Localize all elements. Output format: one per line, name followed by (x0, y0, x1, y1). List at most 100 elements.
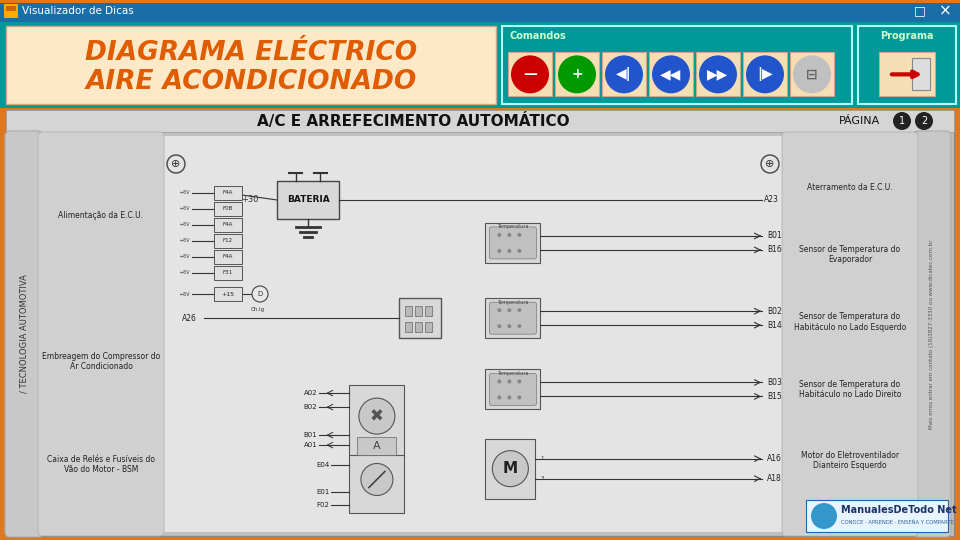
Bar (6, 26, 496, 104)
Bar (214, 218, 242, 232)
Circle shape (746, 56, 784, 93)
Text: D: D (257, 291, 263, 297)
Text: Aterramento da E.C.U.: Aterramento da E.C.U. (807, 183, 893, 192)
Text: Temperatura: Temperatura (497, 300, 529, 305)
Bar (164, 136, 782, 532)
Text: A: A (373, 441, 381, 451)
Circle shape (507, 233, 512, 237)
Text: / TECNOLOGIA AUTOMOTIVA: / TECNOLOGIA AUTOMOTIVA (19, 274, 29, 394)
Text: B15: B15 (767, 392, 781, 401)
Circle shape (793, 56, 831, 93)
Bar (486, 369, 540, 409)
Text: Sensor de Temperatura do
Habitáculo no Lado Direito: Sensor de Temperatura do Habitáculo no L… (799, 380, 901, 399)
Circle shape (558, 56, 596, 93)
Text: F12: F12 (223, 239, 233, 244)
Text: ManualesDeTodo Net: ManualesDeTodo Net (841, 505, 956, 515)
Text: ◀|: ◀| (616, 68, 632, 82)
Text: E01: E01 (316, 489, 329, 496)
Text: ←5V: ←5V (180, 191, 190, 195)
Bar (349, 455, 404, 514)
Text: AIRE ACONDICIONADO: AIRE ACONDICIONADO (85, 69, 417, 95)
Circle shape (517, 249, 521, 253)
Text: Visualizador de Dicas: Visualizador de Dicas (22, 6, 133, 16)
Bar (4, 4, 18, 18)
Circle shape (517, 324, 521, 328)
Text: F02: F02 (317, 503, 329, 509)
Bar (405, 322, 412, 332)
Text: A23: A23 (764, 195, 779, 205)
FancyBboxPatch shape (913, 131, 951, 537)
Bar (486, 438, 536, 498)
Circle shape (497, 324, 501, 328)
Bar (806, 500, 948, 532)
Circle shape (517, 233, 521, 237)
Text: ▶▶: ▶▶ (708, 68, 729, 82)
Text: —: — (523, 68, 537, 82)
Text: B14: B14 (767, 321, 781, 329)
Text: ←5V: ←5V (180, 222, 190, 227)
Bar (415, 322, 421, 332)
Bar (0, 22, 960, 108)
Text: ←5V: ←5V (180, 292, 190, 296)
Bar (6, 110, 954, 536)
Circle shape (507, 380, 512, 383)
Bar (214, 202, 242, 216)
Text: Mais erros entrar em contato (19)3827-3330 ou www.dicatec.com.br: Mais erros entrar em contato (19)3827-33… (929, 239, 934, 429)
FancyBboxPatch shape (5, 131, 43, 537)
Bar (912, 58, 930, 90)
Circle shape (497, 395, 501, 400)
Text: Caixa de Relés e Fusíveis do
Vão do Motor - BSM: Caixa de Relés e Fusíveis do Vão do Moto… (47, 455, 155, 474)
Circle shape (497, 233, 501, 237)
Text: A26: A26 (181, 314, 197, 323)
Text: Temperatura: Temperatura (497, 225, 529, 230)
Bar (486, 223, 540, 263)
Text: B03: B03 (767, 378, 781, 387)
Circle shape (893, 112, 911, 130)
Text: ✖: ✖ (370, 407, 384, 425)
Text: Ch.Ig: Ch.Ig (251, 307, 265, 313)
Text: ⊟: ⊟ (806, 68, 818, 82)
Text: Motor do Eletroventilador
Dianteiro Esquerdo: Motor do Eletroventilador Dianteiro Esqu… (801, 451, 900, 470)
Circle shape (507, 308, 512, 312)
Circle shape (517, 395, 521, 400)
Bar (415, 306, 421, 316)
Text: CONOCE · APRENDE · ENSEÑA Y COMPARTE: CONOCE · APRENDE · ENSEÑA Y COMPARTE (841, 521, 954, 525)
Bar (486, 298, 540, 338)
Bar (11, 6, 16, 11)
Circle shape (699, 56, 737, 93)
Text: F4A: F4A (223, 222, 233, 227)
Text: Embreagem do Compressor do
Ar Condicionado: Embreagem do Compressor do Ar Condiciona… (42, 352, 160, 372)
Text: M: M (503, 461, 518, 476)
Circle shape (517, 308, 521, 312)
Circle shape (915, 112, 933, 130)
Bar (357, 437, 396, 455)
Text: Temperatura: Temperatura (497, 371, 529, 376)
Text: E04: E04 (316, 462, 329, 469)
Circle shape (359, 398, 395, 434)
Text: A01: A01 (303, 442, 318, 448)
Text: ⊕: ⊕ (171, 159, 180, 169)
FancyBboxPatch shape (490, 227, 537, 259)
Circle shape (517, 380, 521, 383)
Text: 1: 1 (540, 456, 544, 461)
Circle shape (507, 324, 512, 328)
Text: Programa: Programa (880, 31, 934, 41)
Text: 3: 3 (540, 476, 544, 481)
Text: BATERIA: BATERIA (287, 195, 329, 205)
Bar (425, 306, 432, 316)
Circle shape (811, 503, 837, 529)
FancyBboxPatch shape (38, 132, 164, 536)
Text: 1: 1 (899, 116, 905, 126)
Text: A/C E ARREFECIMENTO AUTOMÁTICO: A/C E ARREFECIMENTO AUTOMÁTICO (257, 113, 570, 129)
Text: B16: B16 (767, 245, 781, 254)
Circle shape (605, 56, 643, 93)
Text: +30: +30 (242, 195, 259, 205)
Circle shape (497, 249, 501, 253)
Text: ⊕: ⊕ (765, 159, 775, 169)
Bar (398, 298, 441, 338)
Text: B01: B01 (767, 232, 781, 240)
Circle shape (497, 380, 501, 383)
Bar (696, 52, 740, 96)
Bar (858, 26, 956, 104)
Circle shape (492, 451, 528, 487)
